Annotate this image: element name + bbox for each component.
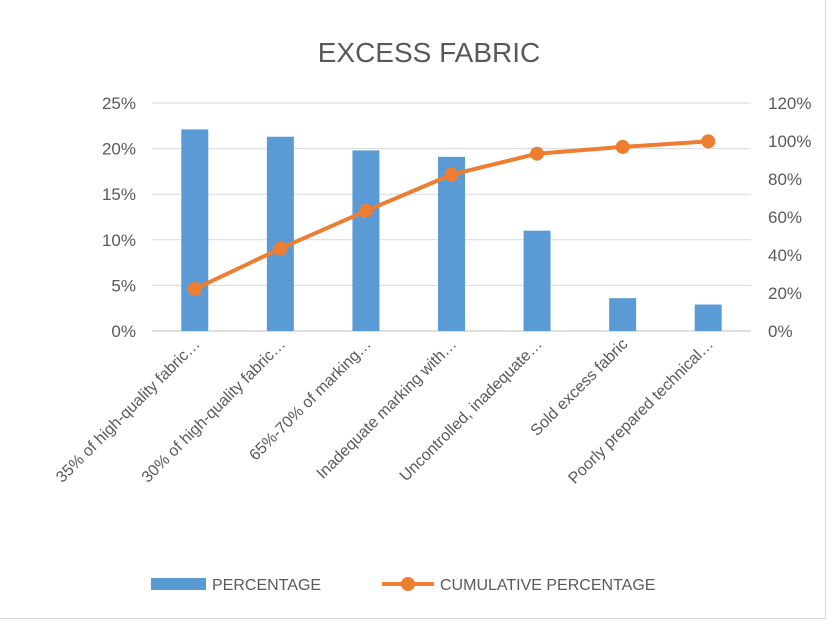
right-tick-label: 60% [768,208,802,227]
legend-label-cumulative: CUMULATIVE PERCENTAGE [440,577,655,594]
cumulative-point [444,167,459,182]
category-label: Inadequate marking with… [314,336,461,483]
bar [438,156,465,331]
bar [181,129,209,331]
cumulative-point [530,146,545,161]
bar [352,150,380,331]
left-tick-label: 25% [102,94,136,113]
right-tick-label: 0% [768,322,793,341]
chart-title: EXCESS FABRIC [318,37,541,68]
left-tick-label: 15% [102,185,136,204]
right-tick-label: 20% [768,284,802,303]
category-label: Uncontrolled, inadequate… [397,336,546,485]
cumulative-point [358,203,373,218]
left-tick-label: 0% [111,322,136,341]
legend-label-percentage: PERCENTAGE [212,577,321,594]
line-series [187,134,716,297]
right-tick-label: 40% [768,246,802,265]
bar [266,136,294,331]
legend: PERCENTAGE CUMULATIVE PERCENTAGE [151,577,655,594]
left-tick-label: 10% [102,231,136,250]
right-tick-label: 80% [768,170,802,189]
left-tick-label: 5% [111,276,136,295]
category-axis: 35% of high-quality fabric…30% of high-q… [53,336,717,488]
left-tick-label: 20% [102,140,136,159]
cumulative-point [701,134,716,149]
right-axis: 0% 20% 40% 60% 80% 100% 120% [768,94,811,341]
category-label: 35% of high-quality fabric… [53,336,203,486]
right-tick-label: 100% [768,132,811,151]
bar [694,304,722,331]
left-axis: 0% 5% 10% 15% 20% 25% [102,94,136,341]
cumulative-point [187,282,202,297]
category-label: 30% of high-quality fabric… [139,336,289,486]
bar-series [181,129,722,331]
bar [523,230,551,331]
bar [609,298,637,331]
legend-swatch-percentage [151,578,206,590]
category-label: Poorly prepared technical… [565,336,717,488]
legend-swatch-cumulative-marker [401,577,415,591]
right-tick-label: 120% [768,94,811,113]
cumulative-point [273,241,288,256]
cumulative-point [615,139,630,154]
